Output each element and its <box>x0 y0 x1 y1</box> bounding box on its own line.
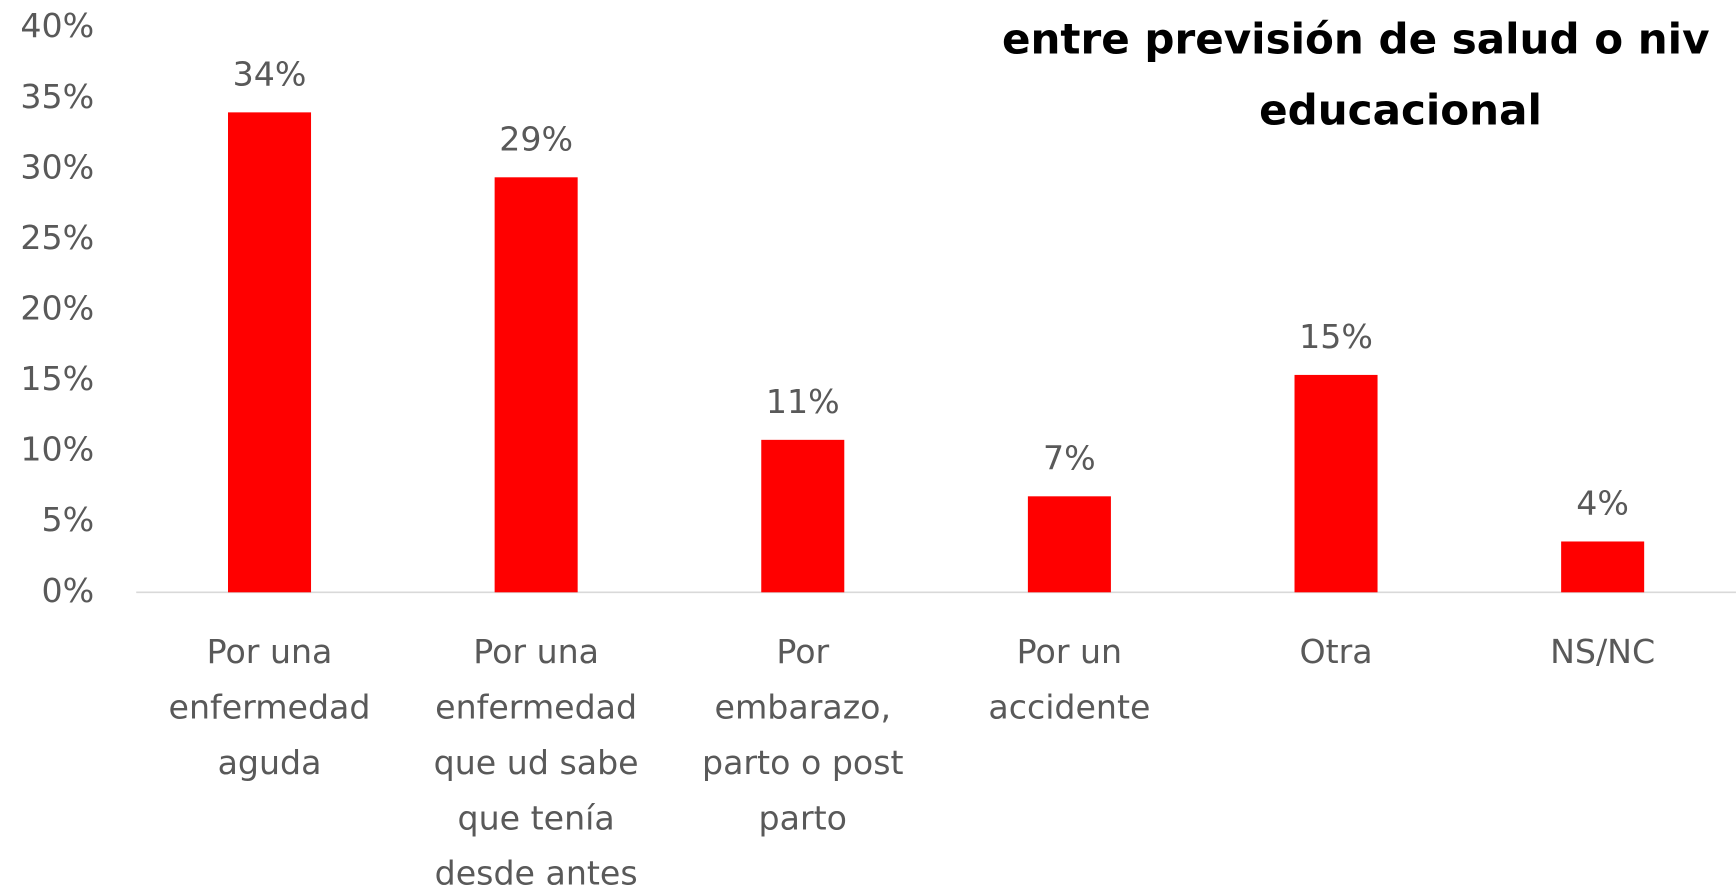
bar <box>1561 541 1645 593</box>
y-tick-label: 25% <box>20 218 94 257</box>
data-label: 29% <box>499 119 573 158</box>
chart-title: educacional <box>1259 85 1542 134</box>
chart-title: entre previsión de salud o niv <box>1002 15 1710 64</box>
x-tick-label: Por un accidente <box>988 632 1150 726</box>
y-tick-label: 40% <box>20 6 94 45</box>
y-tick-label: 5% <box>41 500 94 539</box>
bar <box>1027 496 1111 593</box>
x-tick-label: Por embarazo, parto o post parto <box>702 632 904 837</box>
y-tick-label: 35% <box>20 77 94 116</box>
bar <box>228 112 312 593</box>
data-label: 7% <box>1043 438 1096 477</box>
y-tick-label: 0% <box>41 571 94 610</box>
bar <box>761 439 845 593</box>
data-label: 34% <box>233 54 307 93</box>
data-label: 4% <box>1576 483 1629 522</box>
data-label: 15% <box>1299 317 1373 356</box>
y-tick-label: 20% <box>20 288 94 327</box>
bar <box>1294 374 1378 593</box>
x-tick-label: Por una enfermedad aguda <box>169 632 371 782</box>
x-tick-label: Por una enfermedad que ud sabe que tenía des… <box>434 632 639 889</box>
y-tick-label: 10% <box>20 430 94 469</box>
data-label: 11% <box>766 382 840 421</box>
y-tick-label: 30% <box>20 147 94 186</box>
bar <box>494 177 578 593</box>
x-tick-label: NS/NC <box>1550 632 1655 671</box>
x-tick-label: Otra <box>1299 632 1372 671</box>
y-tick-label: 15% <box>20 359 94 398</box>
